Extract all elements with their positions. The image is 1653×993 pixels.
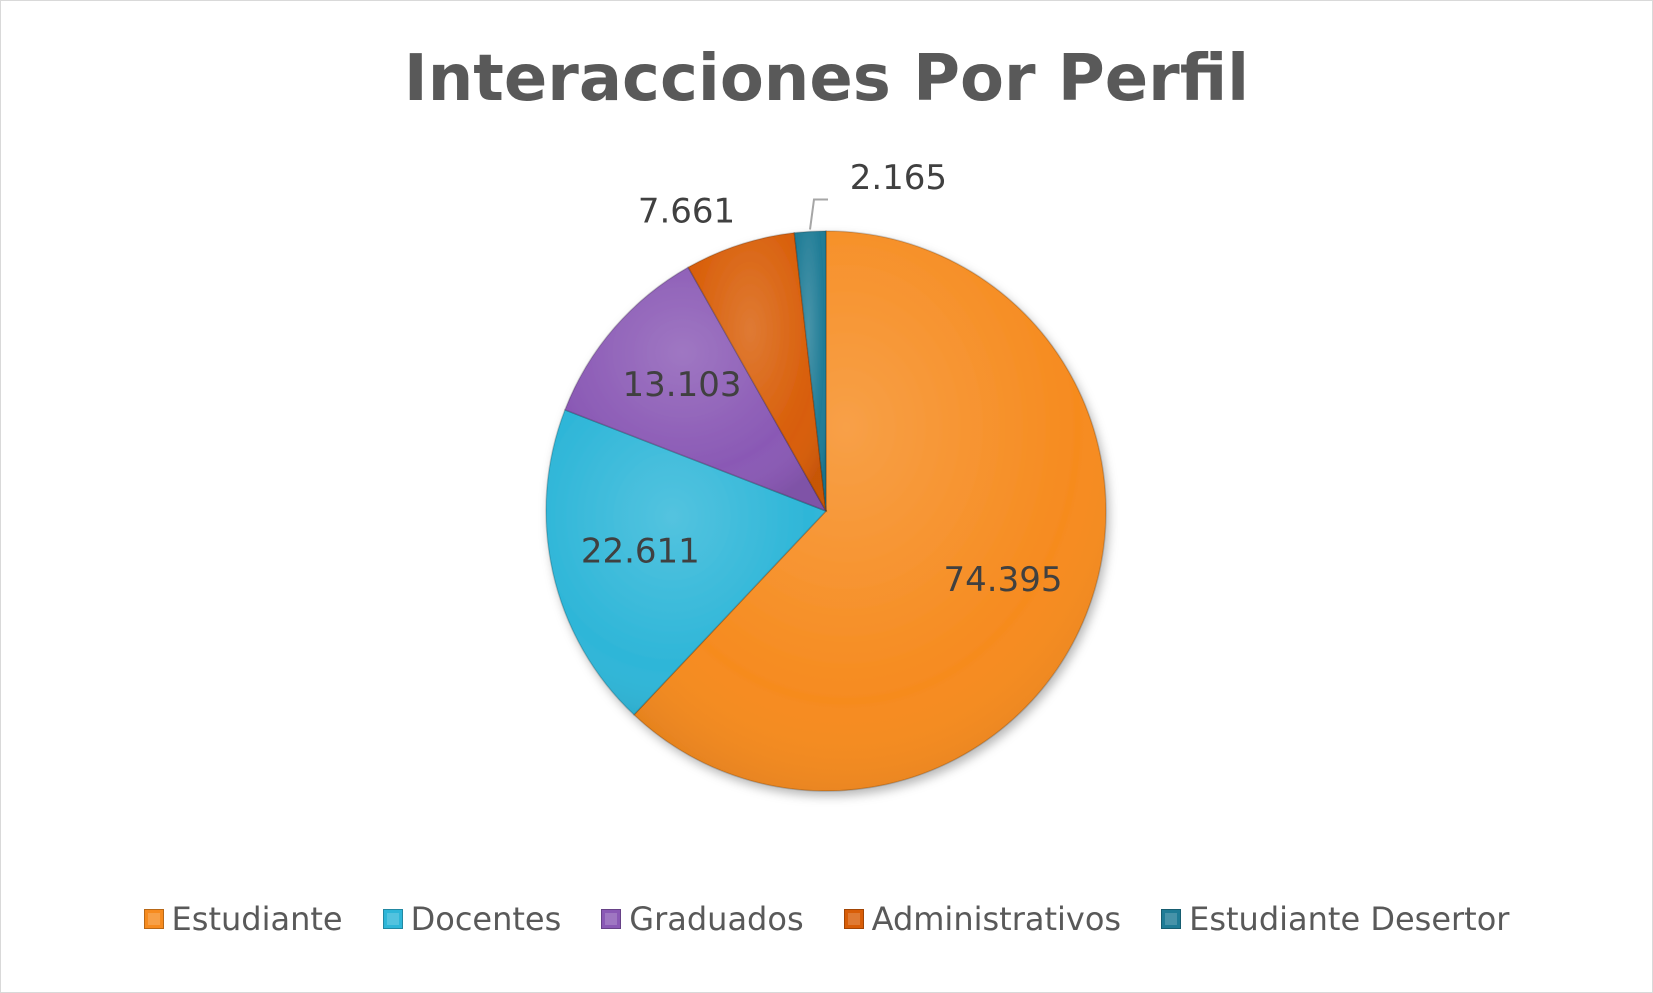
legend-swatch <box>382 909 403 929</box>
pie-data-labels: 74.395 22.611 13.103 7.661 2.165 <box>581 158 1063 600</box>
legend-label: Graduados <box>629 900 804 938</box>
legend-item-docentes: Docentes <box>382 900 562 938</box>
pie-slice-sheen <box>546 409 826 715</box>
data-label-administrativos: 7.661 <box>638 191 735 231</box>
chart-title: Interacciones Por Perfil <box>403 42 1250 116</box>
legend-swatch <box>843 909 864 929</box>
legend-label: Estudiante <box>171 900 343 938</box>
legend-label: Estudiante Desertor <box>1189 900 1510 938</box>
legend-swatch <box>1161 909 1182 929</box>
leader-line-estudiante-desertor <box>809 198 828 230</box>
legend-swatch <box>601 909 622 929</box>
pie-slice-sheen <box>688 232 826 512</box>
data-label-graduados: 13.103 <box>623 365 742 405</box>
legend-item-graduados: Graduados <box>601 900 804 938</box>
pie-slice-sheen <box>794 231 826 511</box>
data-label-estudiante: 74.395 <box>944 560 1063 600</box>
legend: Estudiante Docentes Graduados Administrativ… <box>0 900 1653 938</box>
data-label-estudiante-desertor: 2.165 <box>850 158 947 198</box>
pie-slice-sheen <box>564 267 826 511</box>
pie-slice-sheen <box>633 231 1106 791</box>
pie-slices <box>545 230 1107 792</box>
legend-swatch <box>143 909 164 929</box>
legend-item-estudiante-desertor: Estudiante Desertor <box>1161 900 1509 938</box>
legend-label: Administrativos <box>871 900 1122 938</box>
legend-item-administrativos: Administrativos <box>843 900 1122 938</box>
legend-item-estudiante: Estudiante <box>143 900 343 938</box>
data-label-docentes: 22.611 <box>581 532 700 572</box>
legend-label: Docentes <box>410 900 562 938</box>
